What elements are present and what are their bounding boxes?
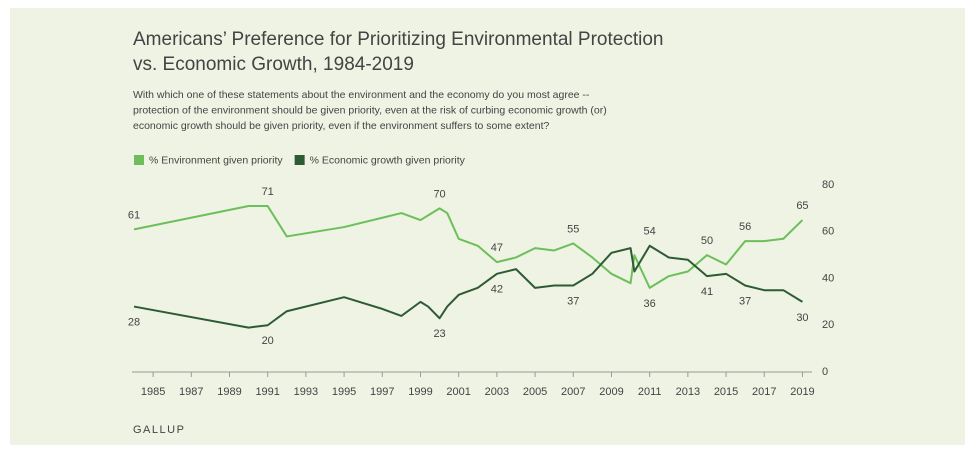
y-tick-label: 40	[822, 272, 834, 284]
series-line	[133, 205, 804, 289]
x-tick-label: 1991	[255, 386, 279, 398]
x-tick-label: 1997	[370, 386, 394, 398]
data-label: 36	[644, 298, 656, 310]
data-label: 23	[433, 328, 445, 340]
data-label: 20	[262, 335, 274, 347]
data-label: 70	[433, 188, 445, 200]
x-tick-label: 2003	[485, 386, 509, 398]
data-label: 41	[701, 286, 713, 298]
data-label: 56	[739, 221, 751, 233]
source: GALLUP	[133, 424, 185, 436]
x-tick-label: 1987	[179, 386, 203, 398]
data-label: 61	[128, 209, 140, 221]
legend-swatch	[294, 155, 305, 165]
y-tick-label: 60	[822, 226, 834, 238]
x-tick-label: 1985	[141, 386, 165, 398]
x-tick-label: 2001	[446, 386, 470, 398]
x-tick-label: 1993	[294, 386, 318, 398]
data-label: 37	[567, 295, 579, 307]
legend-swatch	[134, 155, 144, 165]
subtitle: protection of the environment should be …	[133, 104, 607, 116]
y-tick-label: 80	[822, 179, 834, 191]
x-tick-label: 1989	[217, 386, 241, 398]
data-label: 71	[262, 186, 274, 198]
x-tick-label: 2017	[752, 386, 776, 398]
legend-label: % Environment given priority	[149, 154, 283, 166]
x-tick-label: 2015	[714, 386, 738, 398]
data-label: 47	[491, 242, 503, 254]
data-label: 28	[128, 316, 140, 328]
x-tick-label: 1995	[332, 386, 356, 398]
subtitle: With which one of these statements about…	[133, 89, 590, 101]
x-tick-label: 2005	[523, 386, 547, 398]
chart-title: Americans’ Preference for Prioritizing E…	[133, 29, 663, 50]
x-tick-label: 2011	[638, 386, 662, 398]
chart-title: vs. Economic Growth, 1984-2019	[133, 54, 414, 75]
x-tick-label: 1999	[408, 386, 432, 398]
legend-label: % Economic growth given priority	[310, 154, 466, 166]
y-tick-label: 0	[822, 366, 828, 378]
x-tick-label: 2013	[676, 386, 700, 398]
x-tick-label: 2009	[599, 386, 623, 398]
data-label: 42	[491, 284, 503, 296]
x-tick-label: 2007	[561, 386, 585, 398]
data-label: 37	[739, 295, 751, 307]
x-tick-label: 2019	[790, 386, 814, 398]
subtitle: economic growth should be given priority…	[133, 120, 549, 132]
data-label: 30	[796, 312, 808, 324]
data-label: 50	[701, 235, 713, 247]
data-label: 55	[567, 223, 579, 235]
series-line	[133, 244, 803, 329]
y-tick-label: 20	[822, 319, 834, 331]
data-label: 65	[796, 200, 808, 212]
data-label: 54	[644, 226, 656, 238]
